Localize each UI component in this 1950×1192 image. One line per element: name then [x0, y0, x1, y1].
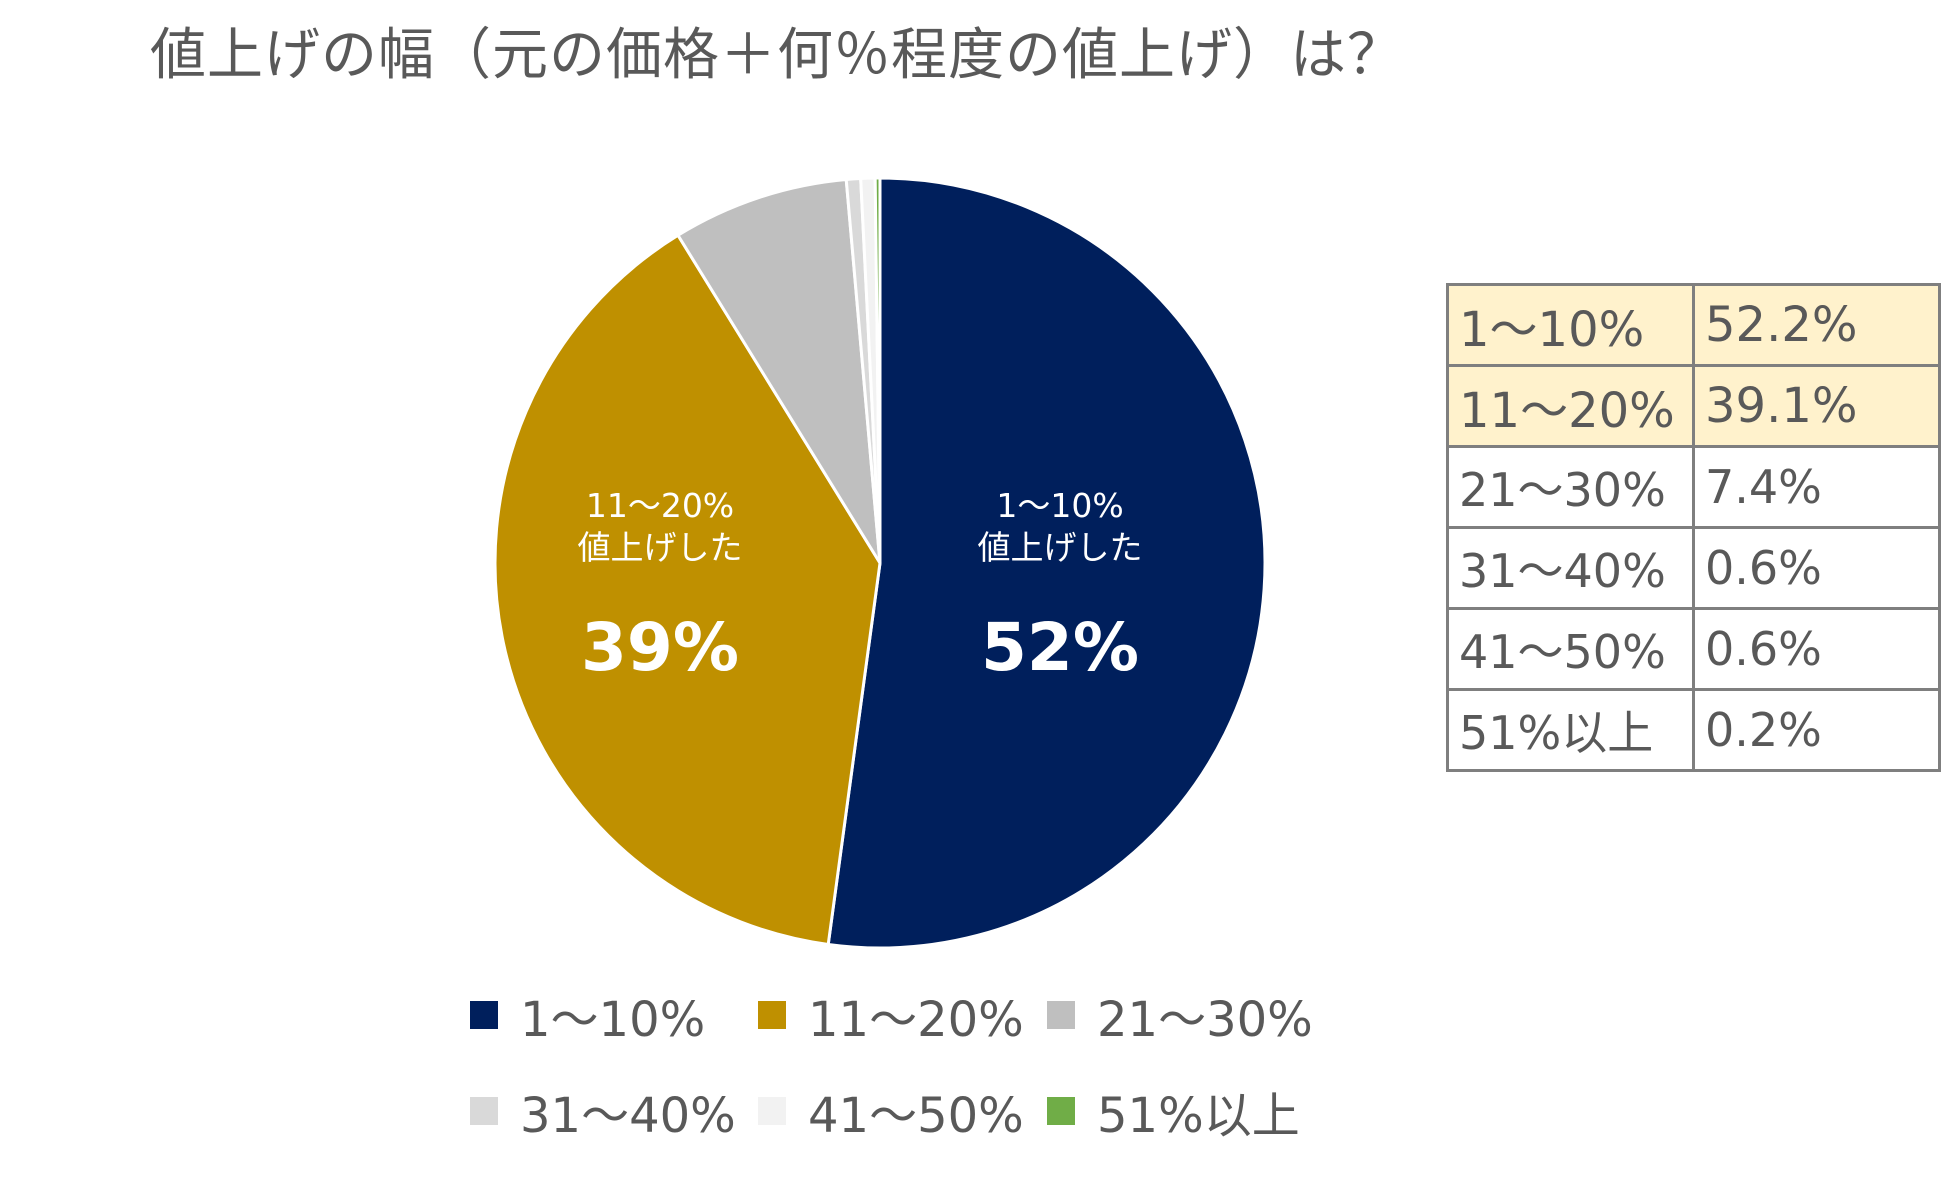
table-row: 31〜40% 0.6% [1446, 526, 1941, 610]
table-cell-range: 31〜40% [1446, 526, 1695, 610]
table-row: 11〜20% 39.1% [1446, 364, 1941, 448]
legend-swatch [1047, 1001, 1075, 1029]
table-row: 41〜50% 0.6% [1446, 607, 1941, 691]
legend-item: 21〜30% [1047, 990, 1313, 1048]
pie-slice-21-30 [675, 177, 882, 564]
legend-swatch [758, 1001, 786, 1029]
table-cell-range: 21〜30% [1446, 445, 1695, 529]
pie-slice-11-20 [493, 233, 882, 947]
table-cell-value: 7.4% [1692, 445, 1941, 529]
legend-item: 11〜20% [758, 990, 1024, 1048]
table-row: 51%以上 0.2% [1446, 688, 1941, 772]
legend-label: 21〜30% [1097, 992, 1313, 1048]
legend-label: 51%以上 [1097, 1088, 1300, 1144]
legend-label: 11〜20% [808, 992, 1024, 1048]
table-cell-value: 0.2% [1692, 688, 1941, 772]
slice-label-1-10: 1〜10% 値上げした 52% [977, 485, 1143, 686]
legend-label: 31〜40% [520, 1088, 736, 1144]
slice-label-range: 1〜10% [996, 486, 1124, 525]
slice-label-caption: 値上げした [577, 528, 743, 567]
legend-item: 41〜50% [758, 1086, 1024, 1144]
legend-item: 1〜10% [470, 990, 705, 1048]
slice-label-caption: 値上げした [977, 528, 1143, 567]
table-cell-value: 0.6% [1692, 607, 1941, 691]
table-cell-value: 52.2% [1692, 283, 1941, 367]
legend-item: 31〜40% [470, 1086, 736, 1144]
chart-title: 値上げの幅（元の価格＋何％程度の値上げ）は？ [150, 23, 1404, 88]
slice-label-range: 11〜20% [585, 486, 735, 525]
slice-label-value: 52% [981, 609, 1139, 686]
table-cell-value: 0.6% [1692, 526, 1941, 610]
table-cell-range: 41〜50% [1446, 607, 1695, 691]
legend-swatch [1047, 1097, 1075, 1125]
table-row: 1〜10% 52.2% [1446, 283, 1941, 367]
legend-label: 41〜50% [808, 1088, 1024, 1144]
legend-item: 51%以上 [1047, 1086, 1300, 1144]
data-table: 1〜10% 52.2% 11〜20% 39.1% 21〜30% 7.4% 31〜… [1446, 283, 1941, 772]
legend-label: 1〜10% [520, 992, 706, 1048]
table-cell-range: 1〜10% [1446, 283, 1695, 367]
slice-label-11-20: 11〜20% 値上げした 39% [577, 485, 743, 686]
pie-slice-1-10 [826, 176, 1267, 950]
table-cell-range: 11〜20% [1446, 364, 1695, 448]
legend-swatch [470, 1001, 498, 1029]
pie-slice-51-plus [873, 176, 882, 564]
slice-label-value: 39% [581, 609, 739, 686]
legend-swatch [758, 1097, 786, 1125]
table-row: 21〜30% 7.4% [1446, 445, 1941, 529]
legend-swatch [470, 1097, 498, 1125]
table-cell-range: 51%以上 [1446, 688, 1695, 772]
table-cell-value: 39.1% [1692, 364, 1941, 448]
